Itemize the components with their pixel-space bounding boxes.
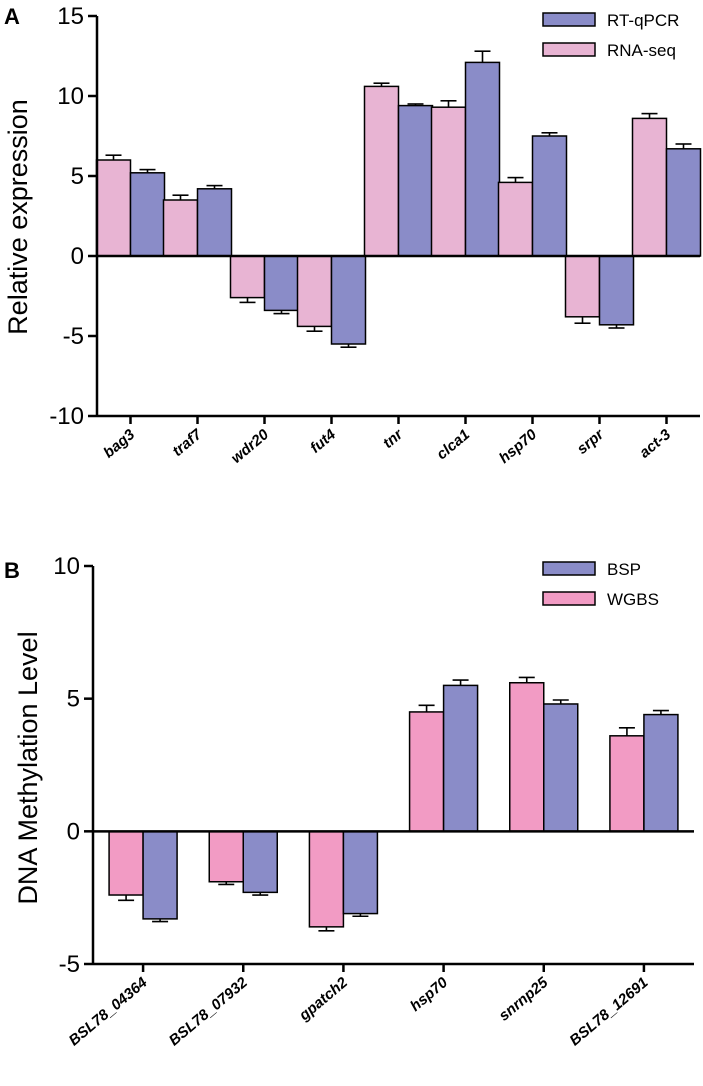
y-tick-label: 10 [57,83,84,110]
legend-label-rt-qpcr: RT-qPCR [607,11,679,30]
bar-rt-qpcr-traf7 [196,188,233,257]
bar-wgbs-hsp70 [408,711,445,833]
x-category-label: BSL78_12691 [566,974,651,1049]
bar-rt-qpcr-srpr [598,255,635,326]
x-category-label: hsp70 [407,974,452,1015]
y-tick-label: 0 [71,243,84,270]
y-tick-label: 10 [53,553,80,580]
x-category-label: wdr20 [228,426,273,467]
y-tick-label: -5 [63,323,84,350]
panel-b-label: B [4,558,20,583]
bar-bsp-hsp70 [442,684,479,833]
x-category-label: BSL78_04364 [66,974,152,1050]
bar-rna-seq-wdr20 [229,255,266,299]
bar-rna-seq-clca1 [430,106,467,257]
bar-bsp-bsl78_12691 [643,713,679,833]
x-category-label: traf7 [169,426,205,460]
legend-label-rna-seq: RNA-seq [607,41,676,60]
legend-swatch-bsp [542,561,596,576]
legend-swatch-wgbs [542,591,596,606]
legend-swatch-rna-seq [542,42,596,57]
bar-rt-qpcr-tnr [397,104,434,257]
bar-wgbs-bsl78_12691 [609,735,645,833]
x-category-label: act-3 [636,426,674,462]
legend-label-bsp: BSP [607,560,641,579]
bar-rna-seq-srpr [564,255,601,318]
bar-bsp-gpatch2 [342,830,379,915]
bar-wgbs-snrnp25 [509,681,545,833]
y-tick-label: 15 [57,3,84,30]
bar-rna-seq-traf7 [162,199,199,257]
x-category-label: srpr [574,425,608,458]
panel-b-y-axis-label: DNA Methylation Level [13,631,43,904]
x-category-label: clca1 [433,426,473,463]
panel-a-y-axis-label: Relative expression [3,99,33,335]
bar-rt-qpcr-bag3 [129,172,166,257]
y-tick-label: 0 [67,818,80,845]
x-category-label: gpatch2 [295,974,351,1025]
bar-rt-qpcr-fut4 [330,255,367,345]
legend-swatch-rt-qpcr [542,12,596,27]
y-tick-label: 5 [71,163,84,190]
y-tick-label: -10 [49,403,84,430]
bar-rna-seq-fut4 [296,255,333,328]
bar-rt-qpcr-clca1 [464,61,501,257]
bar-wgbs-bsl78_07932 [208,830,244,883]
y-tick-label: -5 [59,951,80,978]
bar-rt-qpcr-hsp70 [531,135,568,257]
bar-rna-seq-hsp70 [497,181,534,257]
bar-wgbs-bsl78_04364 [108,830,144,896]
bar-bsp-snrnp25 [543,703,579,833]
x-category-label: hsp70 [496,426,541,467]
panel-a-chart: A Relative expression -10 -5 0 5 10 15 bag3 tr… [3,3,702,467]
legend-label-wgbs: WGBS [607,590,659,609]
bar-rna-seq-tnr [363,85,400,257]
bar-bsp-bsl78_07932 [242,830,278,894]
x-category-label: snrnp25 [496,974,552,1025]
x-category-label: fut4 [307,426,339,457]
panel-b-chart: B DNA Methylation Level -5 0 5 10 BSL78_043… [4,553,694,1049]
x-category-label: tnr [380,425,407,452]
x-category-label: bag3 [100,426,138,462]
bar-rt-qpcr-act-3 [665,148,702,257]
panel-a-label: A [4,4,20,29]
x-category-label: BSL78_07932 [166,974,252,1050]
bar-bsp-bsl78_04364 [142,830,178,920]
bar-wgbs-gpatch2 [308,830,345,928]
bar-rt-qpcr-wdr20 [263,255,300,312]
y-tick-label: 5 [67,686,80,713]
bar-rna-seq-act-3 [631,117,668,257]
bar-rna-seq-bag3 [95,159,132,257]
